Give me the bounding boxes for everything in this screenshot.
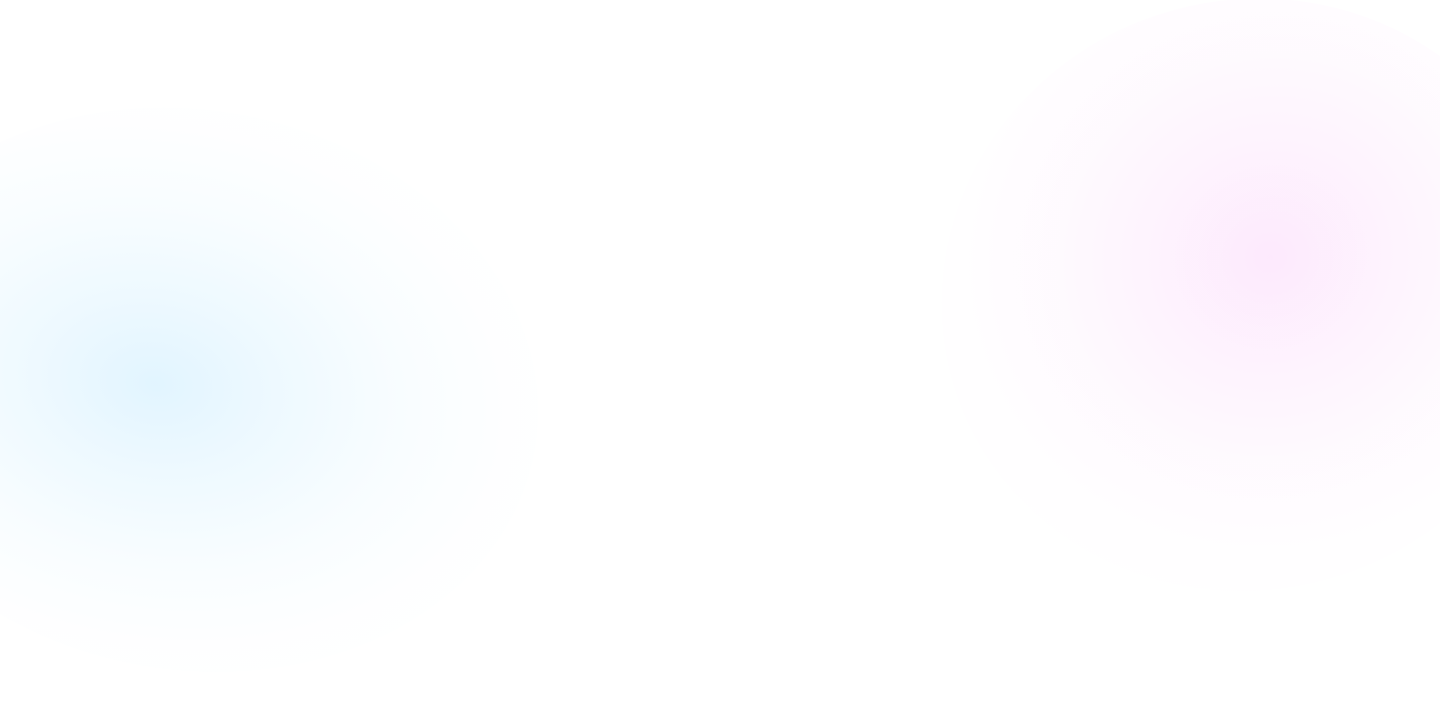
pink-gradient-glow [864,0,1440,672]
blue-gradient-glow [0,53,584,715]
